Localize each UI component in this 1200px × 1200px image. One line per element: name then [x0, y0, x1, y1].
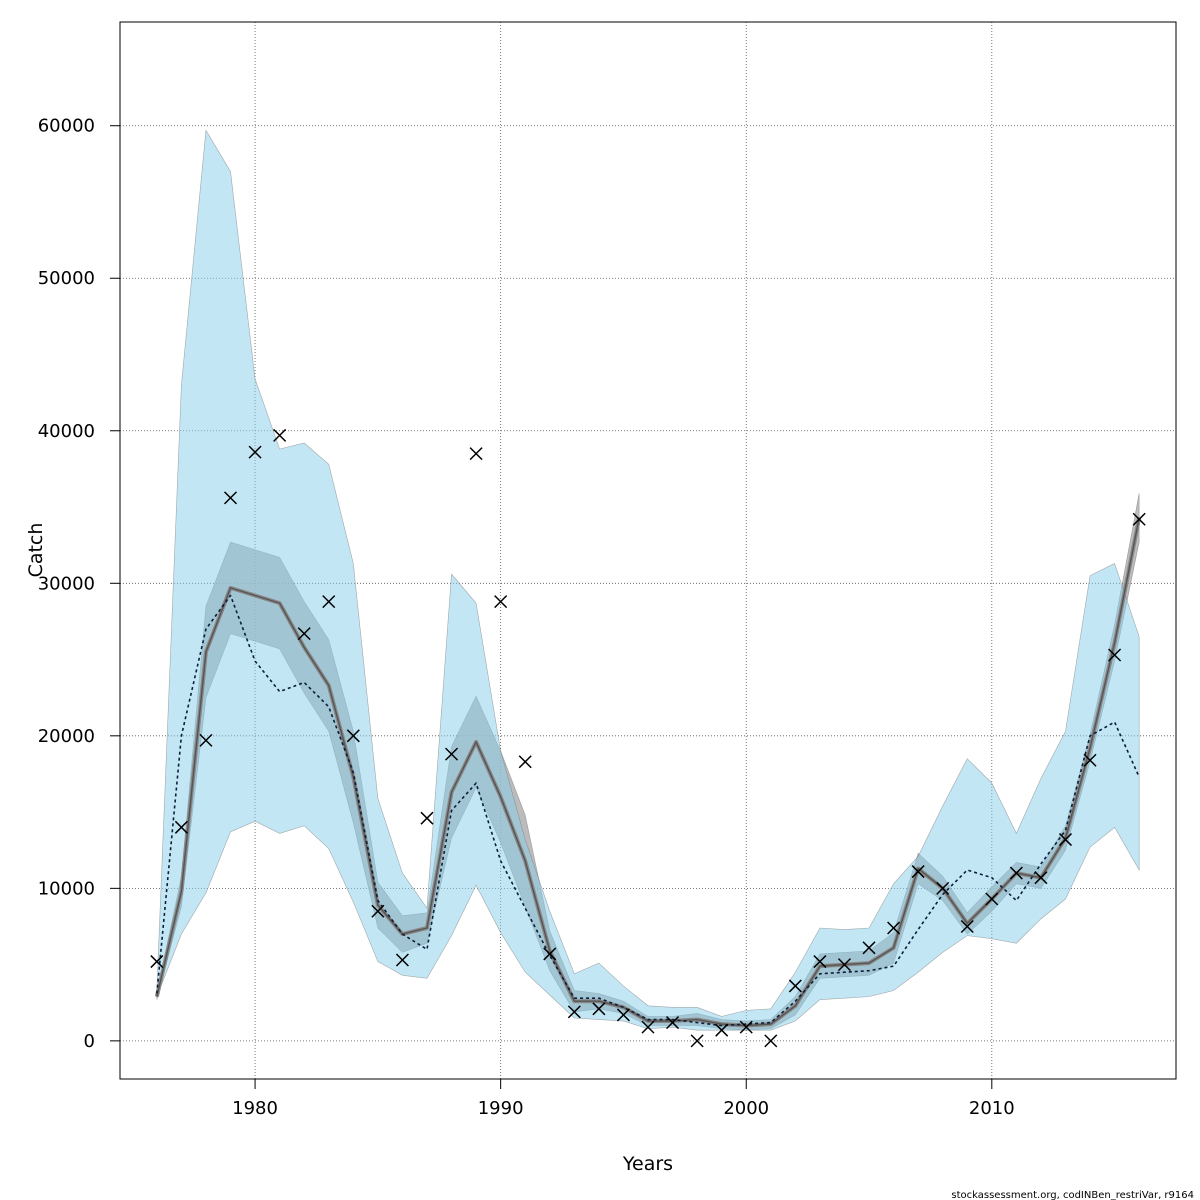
observed-point: [395, 953, 409, 967]
observed-point: [445, 747, 459, 761]
confidence-bands: [156, 129, 1140, 1031]
observed-point: [862, 941, 876, 955]
observed-point: [739, 1020, 753, 1034]
blue-confidence-band: [156, 129, 1140, 1031]
observed-point: [420, 811, 434, 825]
observed-point: [887, 921, 901, 935]
x-tick-label: 2010: [969, 1098, 1015, 1119]
observed-point: [936, 881, 950, 895]
observed-point: [322, 595, 336, 609]
plot-frame: [119, 21, 1177, 1080]
source-footer: stockassessment.org, codINBen_restriVar,…: [951, 1190, 1194, 1200]
y-tick-label: 40000: [38, 421, 95, 442]
observed-points: [150, 428, 1146, 1048]
observed-point: [764, 1034, 778, 1048]
observed-point: [518, 755, 532, 769]
observed-point: [543, 947, 557, 961]
y-tick-label: 20000: [38, 726, 95, 747]
observed-point: [469, 447, 483, 461]
y-tick-label: 0: [84, 1031, 95, 1052]
observed-point: [1132, 512, 1146, 526]
observed-point: [813, 955, 827, 969]
observed-point: [1009, 866, 1023, 880]
blue-estimate-line: [156, 594, 1140, 1027]
observed-point: [494, 595, 508, 609]
observed-point: [297, 627, 311, 641]
estimate-lines: [154, 517, 1142, 1028]
observed-point: [641, 1020, 655, 1034]
x-tick-label: 2000: [723, 1098, 769, 1119]
observed-point: [199, 733, 213, 747]
observed-point: [960, 919, 974, 934]
observed-point: [715, 1023, 729, 1037]
observed-point: [690, 1034, 704, 1048]
observed-point: [592, 1002, 606, 1016]
observed-point: [1083, 753, 1097, 767]
observed-point: [371, 904, 385, 918]
observed-point: [273, 428, 287, 442]
observed-point: [1058, 833, 1073, 847]
observed-point: [1108, 648, 1122, 662]
y-tick-label: 50000: [38, 268, 95, 289]
observed-point: [223, 491, 238, 505]
x-tick-label: 1990: [478, 1098, 524, 1119]
observed-point: [666, 1016, 680, 1030]
y-axis-label: Catch: [25, 523, 47, 578]
observed-point: [616, 1008, 630, 1022]
grid-lines: [120, 22, 1176, 1079]
observed-point: [567, 1005, 581, 1019]
x-tick-label: 1980: [232, 1098, 278, 1119]
observed-point: [837, 958, 851, 972]
observed-point: [1034, 871, 1048, 885]
observed-point: [788, 979, 802, 993]
observed-point: [985, 892, 999, 906]
observed-point: [346, 729, 360, 743]
x-axis-ticks: 1980 1990 2000 2010: [232, 1079, 1015, 1119]
observed-point: [150, 955, 164, 969]
y-axis-ticks: 0 10000 20000 30000 40000 50000 60000: [38, 116, 120, 1052]
x-axis-label: Years: [622, 1153, 673, 1175]
y-tick-label: 10000: [38, 878, 95, 899]
observed-point: [248, 445, 262, 459]
observed-point: [174, 820, 188, 834]
y-tick-label: 60000: [38, 116, 95, 137]
observed-point: [911, 865, 925, 879]
grey-estimate-line: [156, 517, 1140, 1027]
y-tick-label: 30000: [38, 573, 95, 594]
